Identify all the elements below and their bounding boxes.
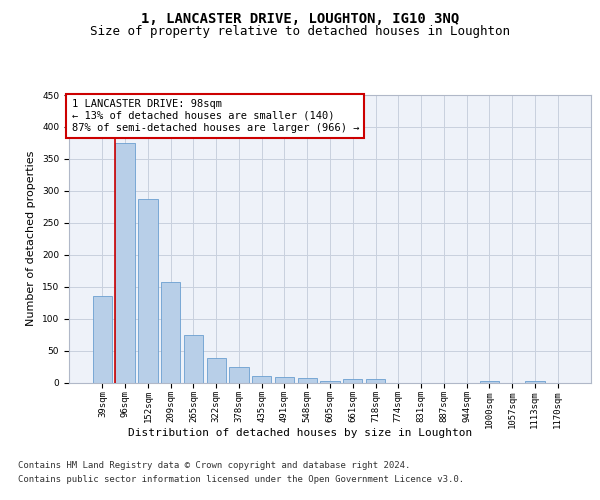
Bar bbox=[206, 358, 226, 382]
Bar bbox=[320, 380, 340, 382]
Bar bbox=[93, 296, 112, 382]
Bar bbox=[161, 282, 181, 382]
Y-axis label: Number of detached properties: Number of detached properties bbox=[26, 151, 37, 326]
Bar bbox=[366, 380, 385, 382]
Bar bbox=[525, 380, 545, 382]
Text: Contains HM Land Registry data © Crown copyright and database right 2024.: Contains HM Land Registry data © Crown c… bbox=[18, 462, 410, 470]
Bar bbox=[138, 199, 158, 382]
Text: Contains public sector information licensed under the Open Government Licence v3: Contains public sector information licen… bbox=[18, 474, 464, 484]
Bar bbox=[343, 380, 362, 382]
Text: Size of property relative to detached houses in Loughton: Size of property relative to detached ho… bbox=[90, 26, 510, 38]
Bar bbox=[479, 380, 499, 382]
Bar bbox=[252, 376, 271, 382]
Text: Distribution of detached houses by size in Loughton: Distribution of detached houses by size … bbox=[128, 428, 472, 438]
Bar bbox=[229, 366, 248, 382]
Bar bbox=[184, 335, 203, 382]
Text: 1 LANCASTER DRIVE: 98sqm
← 13% of detached houses are smaller (140)
87% of semi-: 1 LANCASTER DRIVE: 98sqm ← 13% of detach… bbox=[71, 100, 359, 132]
Bar bbox=[115, 143, 135, 382]
Bar bbox=[298, 378, 317, 382]
Bar bbox=[275, 378, 294, 382]
Text: 1, LANCASTER DRIVE, LOUGHTON, IG10 3NQ: 1, LANCASTER DRIVE, LOUGHTON, IG10 3NQ bbox=[141, 12, 459, 26]
